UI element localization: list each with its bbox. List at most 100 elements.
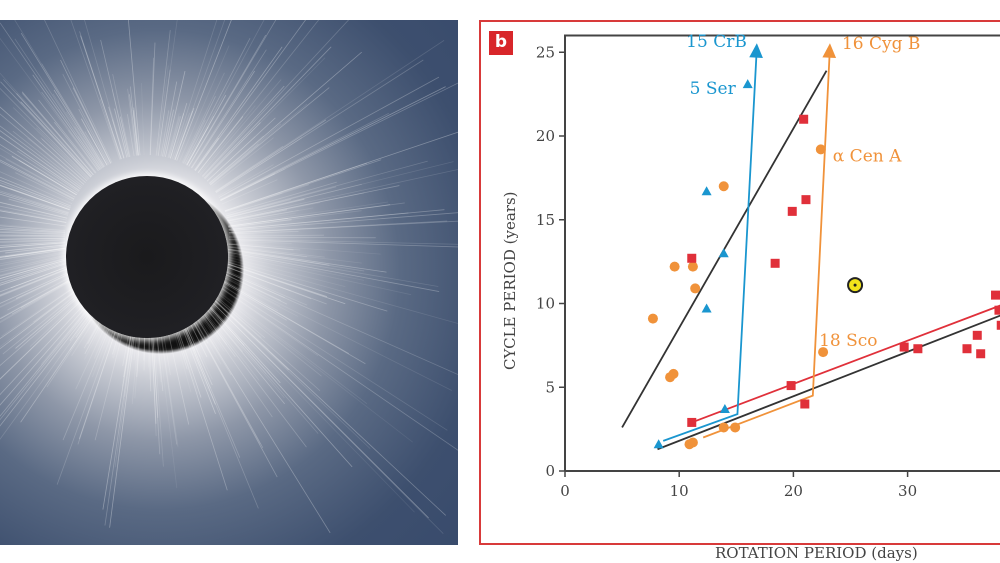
corona-ray [174,110,193,161]
corona-ray [174,107,195,161]
data-point-square [800,399,810,409]
corona-ray [168,116,181,159]
corona-ray [0,231,66,235]
corona-ray [0,210,67,223]
corona-ray [7,274,75,311]
corona-ray [201,85,285,177]
corona-ray [0,106,86,183]
data-point-square [972,330,982,340]
corona-ray [0,113,85,185]
corona-ray [0,303,100,440]
corona-ray [77,314,122,445]
corona-ray [150,318,157,437]
corona-ray [196,302,307,448]
data-point-triangle [653,439,664,449]
data-point-circle [718,181,729,192]
trend-line-black [657,314,1000,451]
data-point-square [687,417,697,427]
corona-ray [127,114,135,157]
data-point-square [962,344,972,354]
corona-ray [62,74,110,165]
corona-ray [127,88,137,156]
corona-ray [0,252,67,267]
corona-ray [84,131,106,167]
sun-symbol-dot [853,283,857,287]
corona-ray [114,108,128,158]
corona-ray [199,79,282,175]
corona-ray [200,298,267,375]
corona-ray [21,91,94,176]
corona-ray [171,20,218,160]
corona-ray [226,161,454,218]
corona-ray [194,46,283,171]
corona-rays [0,20,458,534]
corona-ray [185,308,261,445]
data-point-square [799,114,809,124]
corona-ray [219,112,390,201]
corona-ray [0,241,66,246]
corona-ray [200,298,319,434]
corona-ray [228,220,458,234]
corona-ray [0,237,66,240]
corona-ray [202,20,350,178]
annotation-label: 15 CrB [686,32,747,52]
corona-ray [0,184,70,211]
corona-ray [0,234,66,237]
corona-ray [0,261,69,284]
corona-ray [226,160,428,216]
corona-ray [141,82,145,156]
corona-ray [0,147,78,195]
corona-ray [149,57,154,156]
corona-ray [227,192,365,222]
corona-ray [174,20,226,160]
corona-ray [191,70,255,169]
corona-ray [169,103,188,159]
corona-ray [167,113,180,158]
corona-ray [169,113,185,159]
corona-ray [228,246,308,258]
corona-ray [44,20,113,164]
corona-ray [109,318,137,528]
corona-ray [11,277,76,315]
corona-ray [120,116,130,158]
corona-ray [215,280,288,328]
corona-ray [0,277,77,323]
corona-ray [209,123,282,185]
corona-ray [0,254,68,271]
corona-ray [212,286,368,404]
corona-ray [189,306,331,534]
corona-ray [0,300,96,417]
y-tick-label: 20 [536,127,555,145]
corona-ray [228,212,458,232]
corona-ray [228,236,376,239]
corona-ray [0,267,72,297]
corona-ray [224,131,458,212]
corona-ray [224,162,368,212]
corona-ray [211,286,413,443]
corona-ray [185,20,265,166]
corona-ray [223,265,327,305]
corona-ray [0,81,92,178]
corona-ray [227,249,365,272]
corona-ray [77,136,101,170]
corona-ray [0,293,89,380]
corona-ray [202,297,281,384]
corona-ray [195,20,307,172]
corona-ray [228,220,448,234]
corona-ray [220,173,276,201]
corona-ray [198,105,256,174]
corona-ray [74,126,103,169]
corona-ray [178,312,241,458]
data-point-triangle [719,404,730,414]
corona-ray [197,116,244,174]
corona-ray [0,135,80,191]
y-axis-label: CYCLE PERIOD (years) [501,192,519,371]
corona-ray [210,87,330,186]
corona-ray [10,187,70,210]
trend-line-blue [662,47,758,442]
corona-ray [108,106,125,159]
corona-ray [228,212,409,230]
corona-ray [224,184,310,213]
arrowhead-orange [822,43,837,59]
corona-ray [0,283,80,340]
